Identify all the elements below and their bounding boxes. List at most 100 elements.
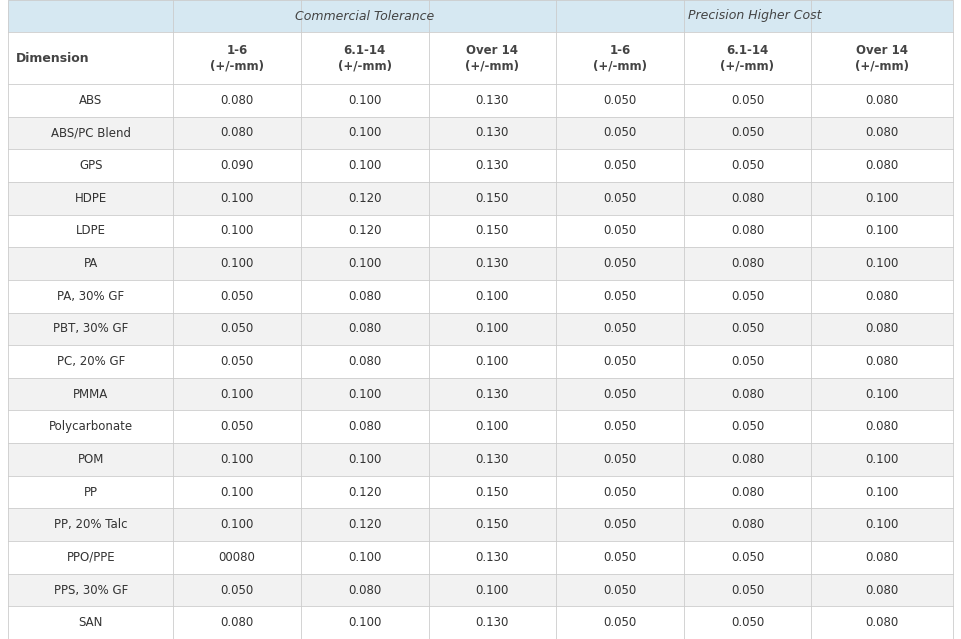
Text: 0.050: 0.050: [604, 159, 636, 172]
Text: 0.080: 0.080: [866, 355, 899, 368]
Text: 0.120: 0.120: [348, 224, 382, 238]
Text: 0.050: 0.050: [604, 453, 636, 466]
Text: Polycarbonate: Polycarbonate: [49, 420, 133, 433]
Text: Over 14
(+/-mm): Over 14 (+/-mm): [855, 43, 909, 72]
Bar: [8, 509, 953, 541]
Text: Dimension: Dimension: [16, 52, 89, 65]
Text: 0.050: 0.050: [604, 420, 636, 433]
Bar: [8, 606, 953, 639]
Text: 0.050: 0.050: [730, 420, 764, 433]
Bar: [8, 117, 953, 150]
Text: PA: PA: [84, 257, 98, 270]
Bar: [8, 410, 953, 443]
Text: 0.120: 0.120: [348, 518, 382, 531]
Text: HDPE: HDPE: [75, 192, 107, 204]
Bar: [8, 574, 953, 606]
Text: 0.100: 0.100: [866, 192, 899, 204]
Text: 0.080: 0.080: [866, 583, 899, 597]
Text: PPO/PPE: PPO/PPE: [66, 551, 115, 564]
Text: 0.050: 0.050: [604, 94, 636, 107]
Text: 0.130: 0.130: [476, 616, 509, 629]
Text: 0.080: 0.080: [866, 420, 899, 433]
Text: 0.080: 0.080: [866, 322, 899, 335]
Text: 0.090: 0.090: [220, 159, 254, 172]
Text: 0.050: 0.050: [220, 420, 254, 433]
Bar: [8, 215, 953, 247]
Bar: [8, 0, 953, 32]
Text: 0.050: 0.050: [604, 518, 636, 531]
Text: ABS: ABS: [79, 94, 102, 107]
Text: 0.100: 0.100: [220, 453, 254, 466]
Text: 0.050: 0.050: [604, 257, 636, 270]
Text: 0.080: 0.080: [730, 453, 764, 466]
Bar: [8, 32, 953, 84]
Text: 6.1-14
(+/-mm): 6.1-14 (+/-mm): [721, 43, 775, 72]
Text: 0.050: 0.050: [730, 289, 764, 303]
Text: 0.080: 0.080: [220, 94, 254, 107]
Bar: [8, 280, 953, 312]
Text: 0.100: 0.100: [348, 127, 382, 139]
Text: PMMA: PMMA: [73, 388, 109, 401]
Bar: [8, 312, 953, 345]
Text: 0.050: 0.050: [730, 159, 764, 172]
Text: 0.100: 0.100: [866, 224, 899, 238]
Text: 0.100: 0.100: [866, 518, 899, 531]
Bar: [8, 182, 953, 215]
Text: GPS: GPS: [79, 159, 103, 172]
Text: 0.150: 0.150: [476, 486, 509, 498]
Text: PP: PP: [84, 486, 98, 498]
Text: PP, 20% Talc: PP, 20% Talc: [54, 518, 128, 531]
Text: ABS/PC Blend: ABS/PC Blend: [51, 127, 131, 139]
Text: 1-6
(+/-mm): 1-6 (+/-mm): [210, 43, 264, 72]
Text: 0.080: 0.080: [220, 616, 254, 629]
Text: 0.130: 0.130: [476, 127, 509, 139]
Bar: [8, 541, 953, 574]
Text: LDPE: LDPE: [76, 224, 106, 238]
Text: 0.050: 0.050: [730, 616, 764, 629]
Bar: [8, 150, 953, 182]
Text: Over 14
(+/-mm): Over 14 (+/-mm): [465, 43, 519, 72]
Text: 0.100: 0.100: [348, 257, 382, 270]
Text: 0.080: 0.080: [730, 192, 764, 204]
Text: 0.100: 0.100: [866, 453, 899, 466]
Text: Precision Higher Cost: Precision Higher Cost: [688, 10, 822, 22]
Text: 0.100: 0.100: [866, 257, 899, 270]
Text: 0.050: 0.050: [220, 583, 254, 597]
Bar: [8, 476, 953, 509]
Text: 0.130: 0.130: [476, 453, 509, 466]
Text: 0.050: 0.050: [730, 322, 764, 335]
Text: 0.050: 0.050: [604, 355, 636, 368]
Text: 1-6
(+/-mm): 1-6 (+/-mm): [593, 43, 647, 72]
Text: 0.050: 0.050: [730, 127, 764, 139]
Text: 0.130: 0.130: [476, 388, 509, 401]
Text: 0.080: 0.080: [348, 583, 382, 597]
Text: 0.080: 0.080: [730, 388, 764, 401]
Bar: [8, 84, 953, 117]
Text: 0.100: 0.100: [220, 486, 254, 498]
Text: 0.100: 0.100: [220, 518, 254, 531]
Text: 0.050: 0.050: [604, 224, 636, 238]
Text: 0.050: 0.050: [604, 388, 636, 401]
Text: 0.150: 0.150: [476, 192, 509, 204]
Text: 0.100: 0.100: [348, 94, 382, 107]
Text: PPS, 30% GF: PPS, 30% GF: [54, 583, 128, 597]
Text: PA, 30% GF: PA, 30% GF: [57, 289, 124, 303]
Text: 0.050: 0.050: [730, 583, 764, 597]
Text: 0.080: 0.080: [730, 224, 764, 238]
Bar: [8, 247, 953, 280]
Bar: [8, 378, 953, 410]
Text: 0.050: 0.050: [604, 616, 636, 629]
Text: 0.130: 0.130: [476, 94, 509, 107]
Text: 0.050: 0.050: [220, 289, 254, 303]
Text: 0.150: 0.150: [476, 518, 509, 531]
Text: 0.100: 0.100: [348, 616, 382, 629]
Text: 0.050: 0.050: [604, 551, 636, 564]
Text: 0.100: 0.100: [220, 192, 254, 204]
Text: 0.050: 0.050: [604, 583, 636, 597]
Text: 0.080: 0.080: [348, 322, 382, 335]
Text: 0.050: 0.050: [604, 192, 636, 204]
Bar: [8, 345, 953, 378]
Text: 0.080: 0.080: [730, 257, 764, 270]
Text: 0.100: 0.100: [476, 322, 509, 335]
Text: 0.080: 0.080: [348, 355, 382, 368]
